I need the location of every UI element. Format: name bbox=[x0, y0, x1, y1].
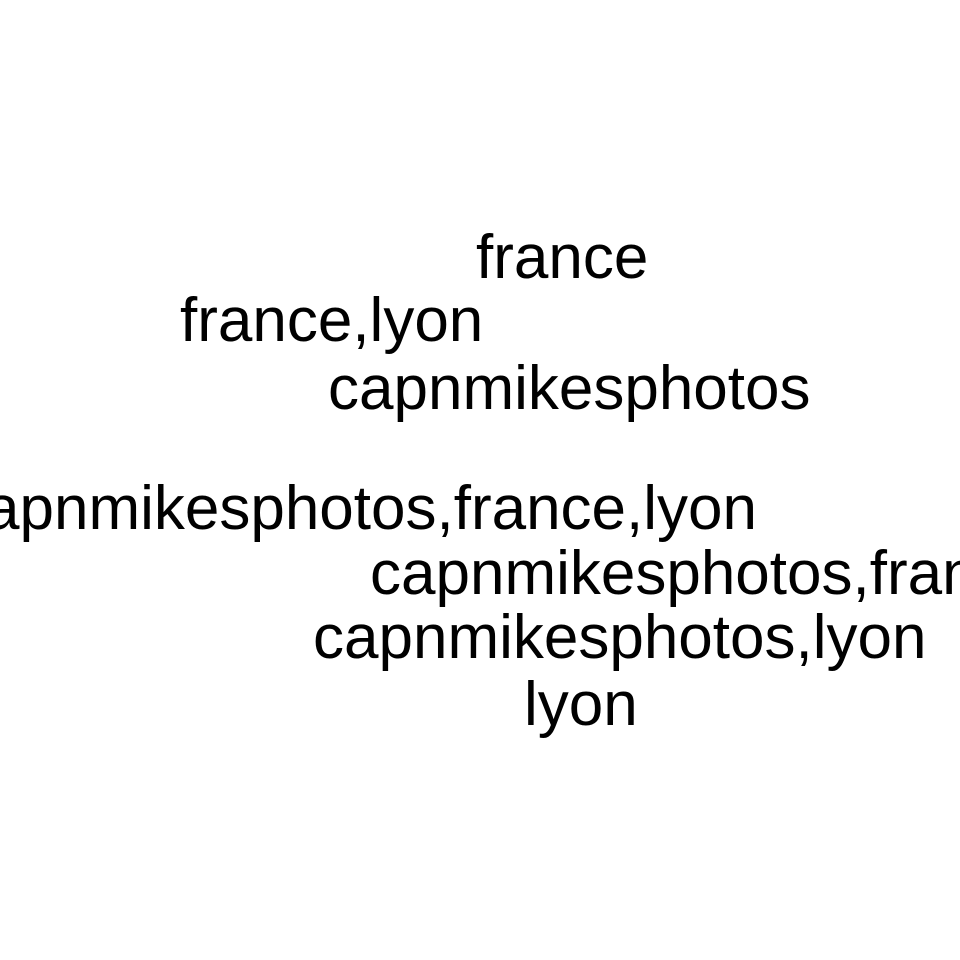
tag-france: france bbox=[476, 223, 649, 292]
tag-lyon: lyon bbox=[524, 670, 638, 739]
tag-capnmikesphotos: capnmikesphotos bbox=[328, 354, 811, 423]
tag-france-lyon: france,lyon bbox=[180, 286, 484, 355]
tag-capnmikesphotos-lyon: capnmikesphotos,lyon bbox=[313, 603, 927, 672]
tag-capnmikesphotos-france-lyon: capnmikesphotos,france,lyon bbox=[0, 474, 758, 543]
tag-capnmikesphotos-france: capnmikesphotos,france bbox=[370, 539, 960, 608]
